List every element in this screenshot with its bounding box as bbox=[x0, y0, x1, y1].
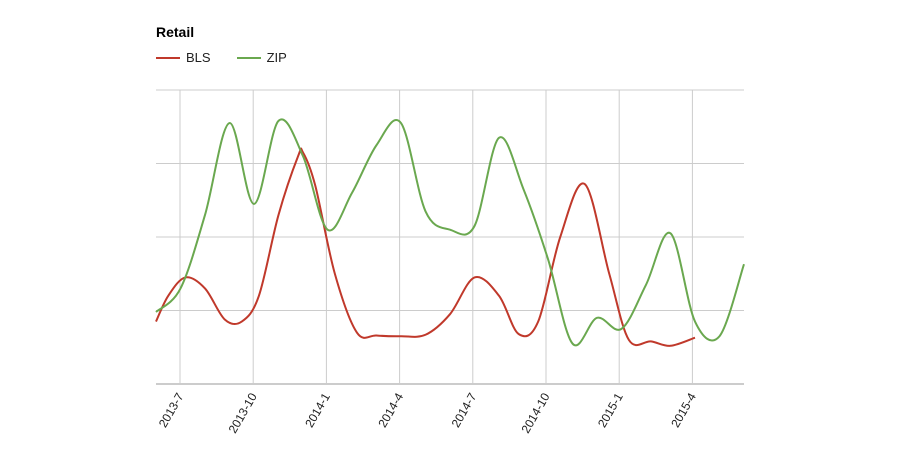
legend-item-zip[interactable]: ZIP bbox=[236, 50, 287, 65]
x-axis-ticks: 2013-7 2013-10 2014-1 2014-4 2014-7 2014-10 20… bbox=[156, 390, 699, 435]
x-tick-label: 2013-10 bbox=[226, 390, 260, 435]
series-line-bls bbox=[155, 147, 696, 347]
x-tick-label: 2013-7 bbox=[156, 390, 187, 430]
series-lines bbox=[155, 118, 745, 347]
grid-lines bbox=[156, 89, 744, 385]
x-tick-label: 2014-1 bbox=[302, 390, 333, 430]
legend-label-bls: BLS bbox=[186, 50, 211, 65]
x-tick-label: 2015-4 bbox=[668, 390, 699, 430]
x-tick-label: 2015-1 bbox=[595, 390, 626, 430]
legend-swatch-zip bbox=[236, 56, 261, 59]
x-tick-label: 2014-10 bbox=[518, 390, 552, 435]
series-line-zip bbox=[155, 118, 745, 347]
x-tick-label: 2014-7 bbox=[449, 390, 480, 430]
legend-item-bls[interactable]: BLS bbox=[156, 50, 211, 65]
chart-title: Retail bbox=[156, 24, 195, 40]
x-tick-label: 2014-4 bbox=[375, 390, 406, 430]
legend: BLS ZIP bbox=[156, 50, 313, 65]
legend-label-zip: ZIP bbox=[266, 50, 287, 65]
legend-swatch-bls bbox=[156, 56, 180, 59]
